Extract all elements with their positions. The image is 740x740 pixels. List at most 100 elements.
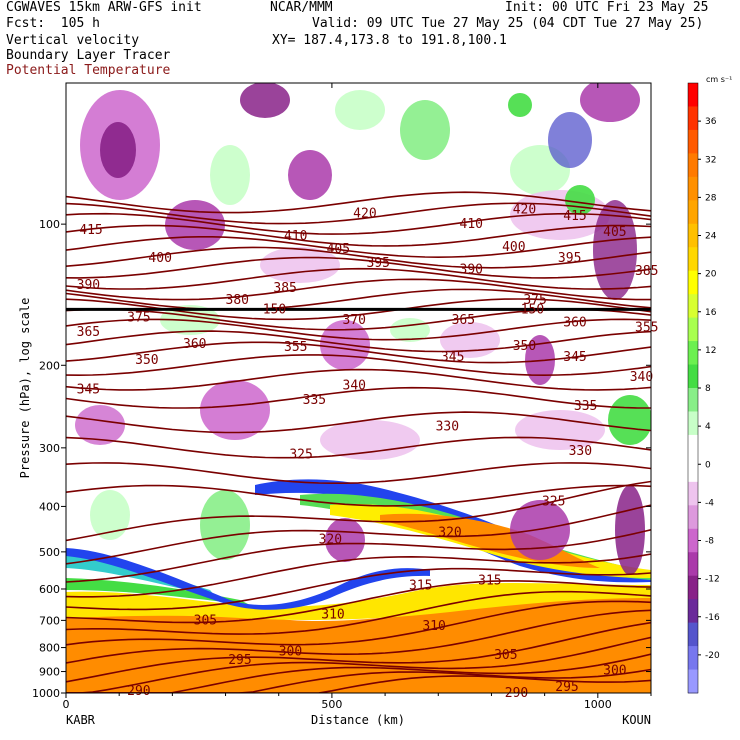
theta-contour-line: [66, 256, 651, 279]
colorbar-label: -4: [705, 498, 714, 508]
vv-blob: [335, 90, 385, 130]
theta-label: 395: [366, 256, 389, 271]
theta-label: 365: [77, 325, 100, 340]
theta-label: 410: [460, 217, 483, 232]
theta-label: 315: [409, 579, 432, 594]
theta-label: 390: [460, 263, 483, 278]
theta-contour-line: [66, 411, 651, 434]
bl-orange-layer: [66, 595, 651, 693]
y-tick-label: 200: [39, 359, 60, 372]
colorbar: 36 32 28 24 20 16 12 8 4 0 -4 -8 -12 -16 -20: [687, 82, 720, 694]
theta-label: 370: [343, 313, 366, 328]
theta-contour-line: [66, 668, 651, 693]
colorbar-swatch: [688, 599, 698, 624]
header-fcst: Fcst: 105 h: [6, 16, 100, 31]
theta-label: 305: [194, 613, 217, 628]
theta-label: 360: [183, 337, 206, 352]
theta-label: 290: [127, 684, 150, 699]
header-model: CGWAVES 15km ARW-GFS init: [6, 0, 202, 15]
vv-blob: [75, 405, 125, 445]
colorbar-swatch: [688, 83, 698, 107]
y-tick-label: 600: [39, 583, 60, 596]
theta-contour-line: [66, 590, 651, 635]
theta-label: 320: [438, 526, 461, 541]
colorbar-swatch: [688, 528, 698, 553]
colorbar-label: 20: [705, 270, 717, 280]
theta-label: 385: [273, 281, 296, 296]
theta-label: 350: [135, 353, 158, 368]
theta-label: 345: [77, 382, 100, 397]
colorbar-swatch: [688, 341, 698, 366]
vv-blob: [200, 490, 250, 560]
theta-label: 325: [289, 448, 312, 463]
theta-contour-line: [66, 330, 651, 353]
vv-blob: [510, 500, 570, 560]
colorbar-swatch: [688, 622, 698, 647]
theta-label: 395: [558, 251, 581, 266]
theta-contour-line: [66, 436, 651, 459]
theta-label: 315: [478, 573, 501, 588]
colorbar-swatch: [688, 411, 698, 436]
theta-label: 405: [603, 225, 626, 240]
colorbar-label: -20: [705, 651, 720, 661]
header-valid: Valid: 09 UTC Tue 27 May 25 (04 CDT Tue …: [312, 16, 704, 31]
vv-blob: [508, 93, 532, 117]
theta-label: 340: [630, 370, 653, 385]
theta-contour-line: [66, 600, 651, 646]
theta-contour-line: [66, 368, 651, 391]
y-tick-label: 1000: [32, 687, 60, 700]
colorbar-label: 16: [705, 308, 717, 318]
vv-blob: [608, 395, 651, 445]
colorbar-swatch: [688, 153, 698, 178]
theta-contour-line: [66, 504, 651, 565]
theta-label: 400: [148, 251, 171, 266]
theta-label: 335: [303, 393, 326, 408]
theta-label: 330: [569, 444, 592, 459]
theta-label: 350: [513, 339, 536, 354]
theta-label: 400: [502, 240, 525, 255]
colorbar-label: 8: [705, 384, 711, 394]
vv-blob: [288, 150, 332, 200]
theta-label: 415: [563, 209, 586, 224]
y-tick-label: 100: [39, 218, 60, 231]
shading-layer: [66, 83, 651, 693]
theta-label: 300: [603, 663, 626, 678]
bl-green-band: [66, 578, 250, 605]
theta-label: 380: [226, 293, 249, 308]
colorbar-swatch: [688, 458, 698, 483]
theta-contour-line: [66, 462, 651, 484]
y-tick-label: 500: [39, 546, 60, 559]
theta-label: 150: [263, 302, 286, 317]
theta-label: 295: [228, 653, 251, 668]
theta-contour-line: [66, 202, 651, 225]
x-axis-title: Distance (km): [311, 713, 405, 727]
colorbar-label: 12: [705, 346, 716, 356]
field-vertical-velocity: Vertical velocity: [6, 33, 140, 48]
theta-label: 410: [284, 229, 307, 244]
vv-blob: [580, 83, 640, 122]
theta-contour-line: [66, 236, 651, 259]
colorbar-label: 28: [705, 193, 717, 203]
theta-label: 385: [635, 264, 658, 279]
colorbar-swatch: [688, 552, 698, 577]
vv-blob: [90, 490, 130, 540]
vv-blob: [320, 420, 420, 460]
theta-contour-line: [66, 580, 651, 624]
colorbar-swatch: [688, 317, 698, 342]
theta-label: 365: [452, 313, 475, 328]
colorbar-label: 32: [705, 155, 716, 165]
theta-label: 360: [563, 315, 586, 330]
vv-blob: [615, 485, 645, 575]
colorbar-swatch: [688, 364, 698, 389]
theta-contour-line: [66, 609, 651, 664]
theta-label: 325: [542, 494, 565, 509]
theta-label: 310: [422, 619, 445, 634]
colorbar-swatch: [688, 223, 698, 248]
theta-contour-line: [66, 341, 651, 364]
colorbar-label: 0: [705, 460, 711, 470]
theta-contours: [66, 191, 651, 693]
colorbar-swatch: [688, 106, 698, 131]
colorbar-swatch: [688, 434, 698, 459]
plot-frame: [65, 82, 652, 694]
y-tick-label: 900: [39, 666, 60, 679]
